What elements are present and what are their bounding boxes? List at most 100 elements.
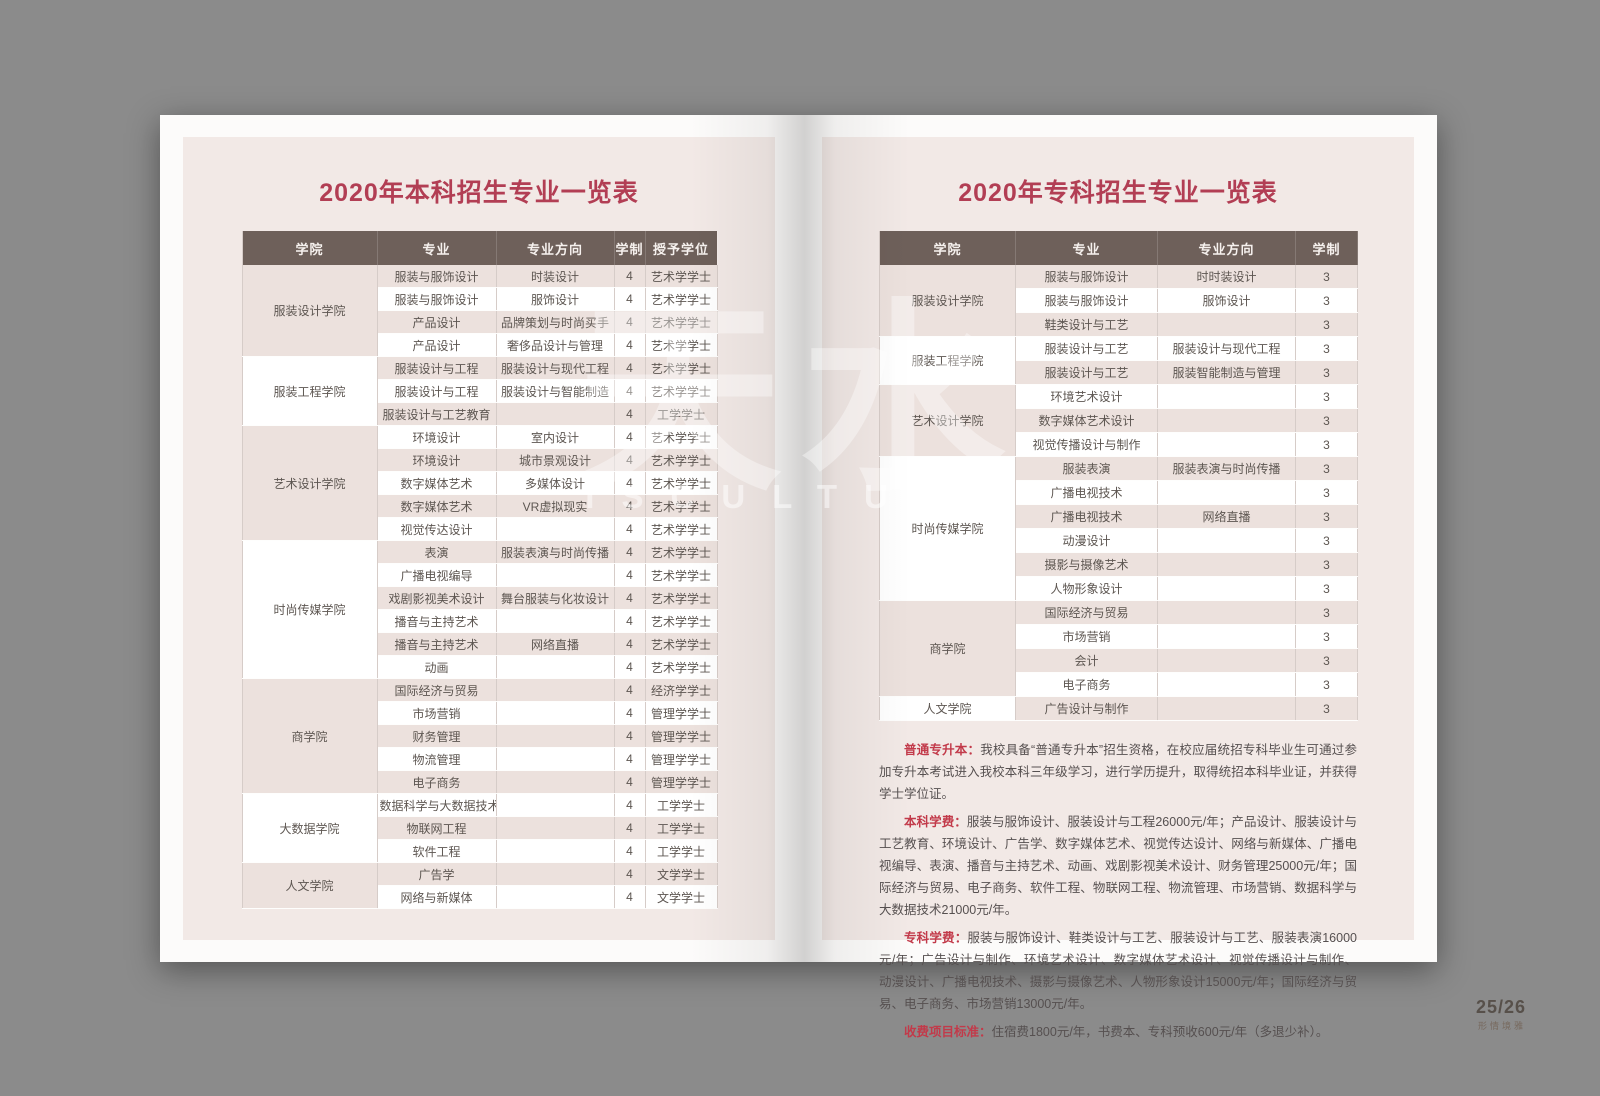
direction-cell [1157, 408, 1296, 433]
major-cell: 鞋类设计与工艺 [1015, 312, 1158, 337]
direction-cell [496, 655, 615, 679]
left-content-panel: 2020年本科招生专业一览表 学院 专业 专业方向 学制 授予学位 服装设计学院 服装与服饰… [183, 137, 775, 940]
direction-cell: 奢侈品设计与管理 [496, 333, 615, 357]
junior-college-majors-table: 学院 专业 专业方向 学制 服装设计学院 服装与服饰设计 时时装设计 3 服装与服饰设计 服饰设计… [879, 231, 1358, 721]
college-cell: 服装工程学院 [242, 356, 378, 426]
years-cell: 4 [614, 655, 646, 679]
years-cell: 4 [614, 448, 646, 472]
major-cell: 广播电视技术 [1015, 504, 1158, 529]
undergraduate-table-title: 2020年本科招生专业一览表 [319, 179, 639, 207]
note-text: 服装与服饰设计、服装设计与工程26000元/年；产品设计、服装设计与工艺教育、环… [879, 815, 1357, 917]
major-cell: 数字媒体艺术 [377, 471, 497, 495]
table-row: 市场营销 4 管理学学士 [242, 701, 718, 725]
majors-table: 学院 专业 专业方向 学制 授予学位 服装设计学院 服装与服饰设计 时装设计 4 艺术学学士 服装与… [241, 231, 718, 909]
years-cell: 3 [1295, 480, 1358, 505]
direction-cell [496, 816, 615, 840]
degree-cell: 艺术学学士 [645, 310, 718, 334]
major-cell: 市场营销 [377, 701, 497, 725]
table-row: 商学院 国际经济与贸易 3 [879, 600, 1358, 697]
table-row: 电子商务 4 管理学学士 [242, 770, 718, 794]
column-header: 学院 [242, 231, 378, 265]
years-cell: 3 [1295, 504, 1358, 529]
years-cell: 4 [614, 471, 646, 495]
major-cell: 服装与服饰设计 [377, 265, 497, 288]
note-paragraph: 收费项目标准：住宿费1800元/年，书费本、专科预收600元/年（多退少补）。 [879, 1021, 1357, 1043]
major-cell: 广播电视技术 [1015, 480, 1158, 505]
table-row: 数字媒体艺术 VR虚拟现实 4 艺术学学士 [242, 494, 718, 518]
column-header: 学制 [614, 231, 646, 265]
major-cell: 服装与服饰设计 [377, 287, 497, 311]
major-cell: 数字媒体艺术 [377, 494, 497, 518]
direction-cell: 服装表演与时尚传播 [1157, 456, 1296, 481]
direction-cell: 服饰设计 [496, 287, 615, 311]
degree-cell: 艺术学学士 [645, 356, 718, 380]
major-cell: 物联网工程 [377, 816, 497, 840]
direction-cell [1157, 528, 1296, 553]
note-label: 普通专升本： [904, 743, 981, 757]
years-cell: 4 [614, 402, 646, 426]
direction-cell [496, 724, 615, 748]
table-row: 广播电视技术 3 [880, 480, 1358, 505]
brochure-spread: 2020年本科招生专业一览表 学院 专业 专业方向 学制 授予学位 服装设计学院 服装与服饰… [160, 115, 1525, 1039]
degree-cell: 管理学学士 [645, 770, 718, 794]
degree-cell: 艺术学学士 [645, 448, 718, 472]
table-row: 戏剧影视美术设计 舞台服装与化妆设计 4 艺术学学士 [242, 586, 718, 610]
table-row: 市场营销 3 [880, 624, 1358, 649]
note-paragraph: 专科学费：服装与服饰设计、鞋类设计与工艺、服装设计与工艺、服装表演16000元/… [879, 927, 1357, 1015]
direction-cell: 舞台服装与化妆设计 [496, 586, 615, 610]
direction-cell [496, 862, 615, 886]
degree-cell: 艺术学学士 [645, 333, 718, 357]
table-row: 产品设计 品牌策划与时尚买手 4 艺术学学士 [242, 310, 718, 334]
table-row: 服装设计与工艺教育 4 工学学士 [242, 402, 718, 426]
college-cell: 服装设计学院 [242, 265, 378, 357]
table-row: 广播电视技术 网络直播 3 [880, 504, 1358, 529]
degree-cell: 艺术学学士 [645, 563, 718, 587]
college-cell: 商学院 [879, 600, 1016, 697]
degree-cell: 管理学学士 [645, 747, 718, 771]
major-cell: 戏剧影视美术设计 [377, 586, 497, 610]
table-row: 视觉传播设计与制作 3 [880, 432, 1358, 457]
major-cell: 摄影与摄像艺术 [1015, 552, 1158, 577]
degree-cell: 文学学士 [645, 885, 718, 909]
direction-cell [496, 885, 615, 909]
years-cell: 4 [614, 862, 646, 886]
direction-cell: 网络直播 [1157, 504, 1296, 529]
table-row: 摄影与摄像艺术 3 [880, 552, 1358, 577]
major-cell: 服装与服饰设计 [1015, 265, 1158, 289]
direction-cell: 品牌策划与时尚买手 [496, 310, 615, 334]
years-cell: 3 [1295, 312, 1358, 337]
degree-cell: 工学学士 [645, 816, 718, 840]
degree-cell: 艺术学学士 [645, 471, 718, 495]
direction-cell: 网络直播 [496, 632, 615, 656]
table-row: 动漫设计 3 [880, 528, 1358, 553]
major-cell: 播音与主持艺术 [377, 609, 497, 633]
major-cell: 服装表演 [1015, 456, 1158, 481]
table-row: 视觉传达设计 4 艺术学学士 [242, 517, 718, 541]
degree-cell: 艺术学学士 [645, 494, 718, 518]
column-header: 专业方向 [1157, 231, 1296, 265]
years-cell: 3 [1295, 360, 1358, 385]
major-cell: 产品设计 [377, 310, 497, 334]
major-cell: 服装与服饰设计 [1015, 288, 1158, 313]
direction-cell [496, 770, 615, 794]
major-cell: 广告学 [377, 862, 497, 886]
table-row: 服装与服饰设计 服饰设计 4 艺术学学士 [242, 287, 718, 311]
table-row: 艺术设计学院 环境艺术设计 3 [879, 384, 1358, 457]
column-header: 专业方向 [496, 231, 615, 265]
degree-cell: 艺术学学士 [645, 655, 718, 679]
table-row: 服装工程学院 服装设计与工艺 服装设计与现代工程 3 [879, 336, 1358, 385]
degree-cell: 艺术学学士 [645, 425, 718, 449]
years-cell: 3 [1295, 576, 1358, 601]
college-cell: 人文学院 [242, 862, 378, 909]
major-cell: 会计 [1015, 648, 1158, 673]
degree-cell: 管理学学士 [645, 701, 718, 725]
table-row: 产品设计 奢侈品设计与管理 4 艺术学学士 [242, 333, 718, 357]
degree-cell: 文学学士 [645, 862, 718, 886]
years-cell: 3 [1295, 696, 1358, 721]
major-cell: 动漫设计 [1015, 528, 1158, 553]
major-cell: 服装设计与工艺教育 [377, 402, 497, 426]
direction-cell [496, 701, 615, 725]
direction-cell [1157, 648, 1296, 673]
years-cell: 4 [614, 379, 646, 403]
